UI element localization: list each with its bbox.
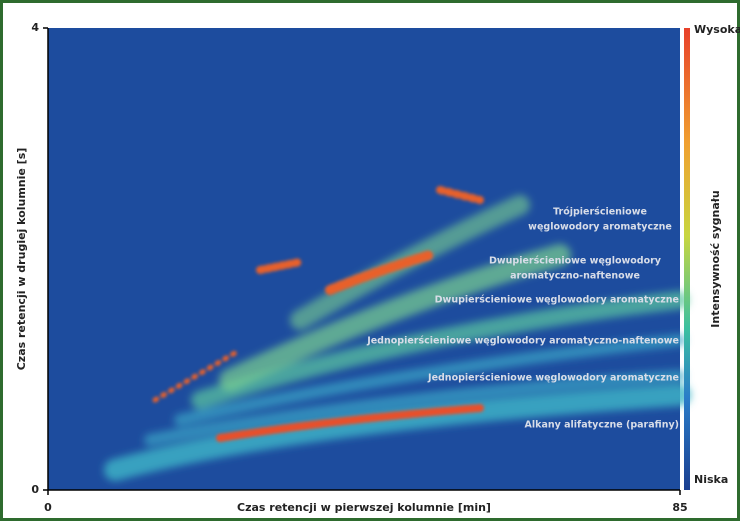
colorbar-high-label: Wysoka xyxy=(694,23,740,36)
band-annotation: Dwupierścieniowe węglowodory xyxy=(489,256,662,267)
band-annotation: węglowodory aromatyczne xyxy=(528,222,672,233)
chart: Czas retencji w pierwszej kolumnie [min]… xyxy=(0,0,740,521)
band-annotation: Jednopierścieniowe węglowodory aromatycz… xyxy=(366,336,679,347)
band-annotation: Dwupierścieniowe węglowodory aromatyczne xyxy=(435,295,679,306)
y-tick-label: 4 xyxy=(31,21,39,34)
colorbar-title: Intensywność sygnału xyxy=(709,190,722,327)
band-annotation: Alkany alifatyczne (parafiny) xyxy=(525,420,679,431)
colorbar-low-label: Niska xyxy=(694,473,728,486)
x-tick-label: 0 xyxy=(44,501,52,514)
x-tick-label: 85 xyxy=(672,501,687,514)
colorbar xyxy=(684,28,690,490)
y-tick-label: 0 xyxy=(31,483,39,496)
x-axis-label: Czas retencji w pierwszej kolumnie [min] xyxy=(237,501,491,514)
band-annotation: Trójpierścieniowe xyxy=(553,207,647,218)
band-annotation: aromatyczno-naftenowe xyxy=(510,271,640,282)
y-axis-label: Czas retencji w drugiej kolumnie [s] xyxy=(15,148,28,371)
band-annotation: Jednopierścieniowe węglowodory aromatycz… xyxy=(427,373,679,384)
